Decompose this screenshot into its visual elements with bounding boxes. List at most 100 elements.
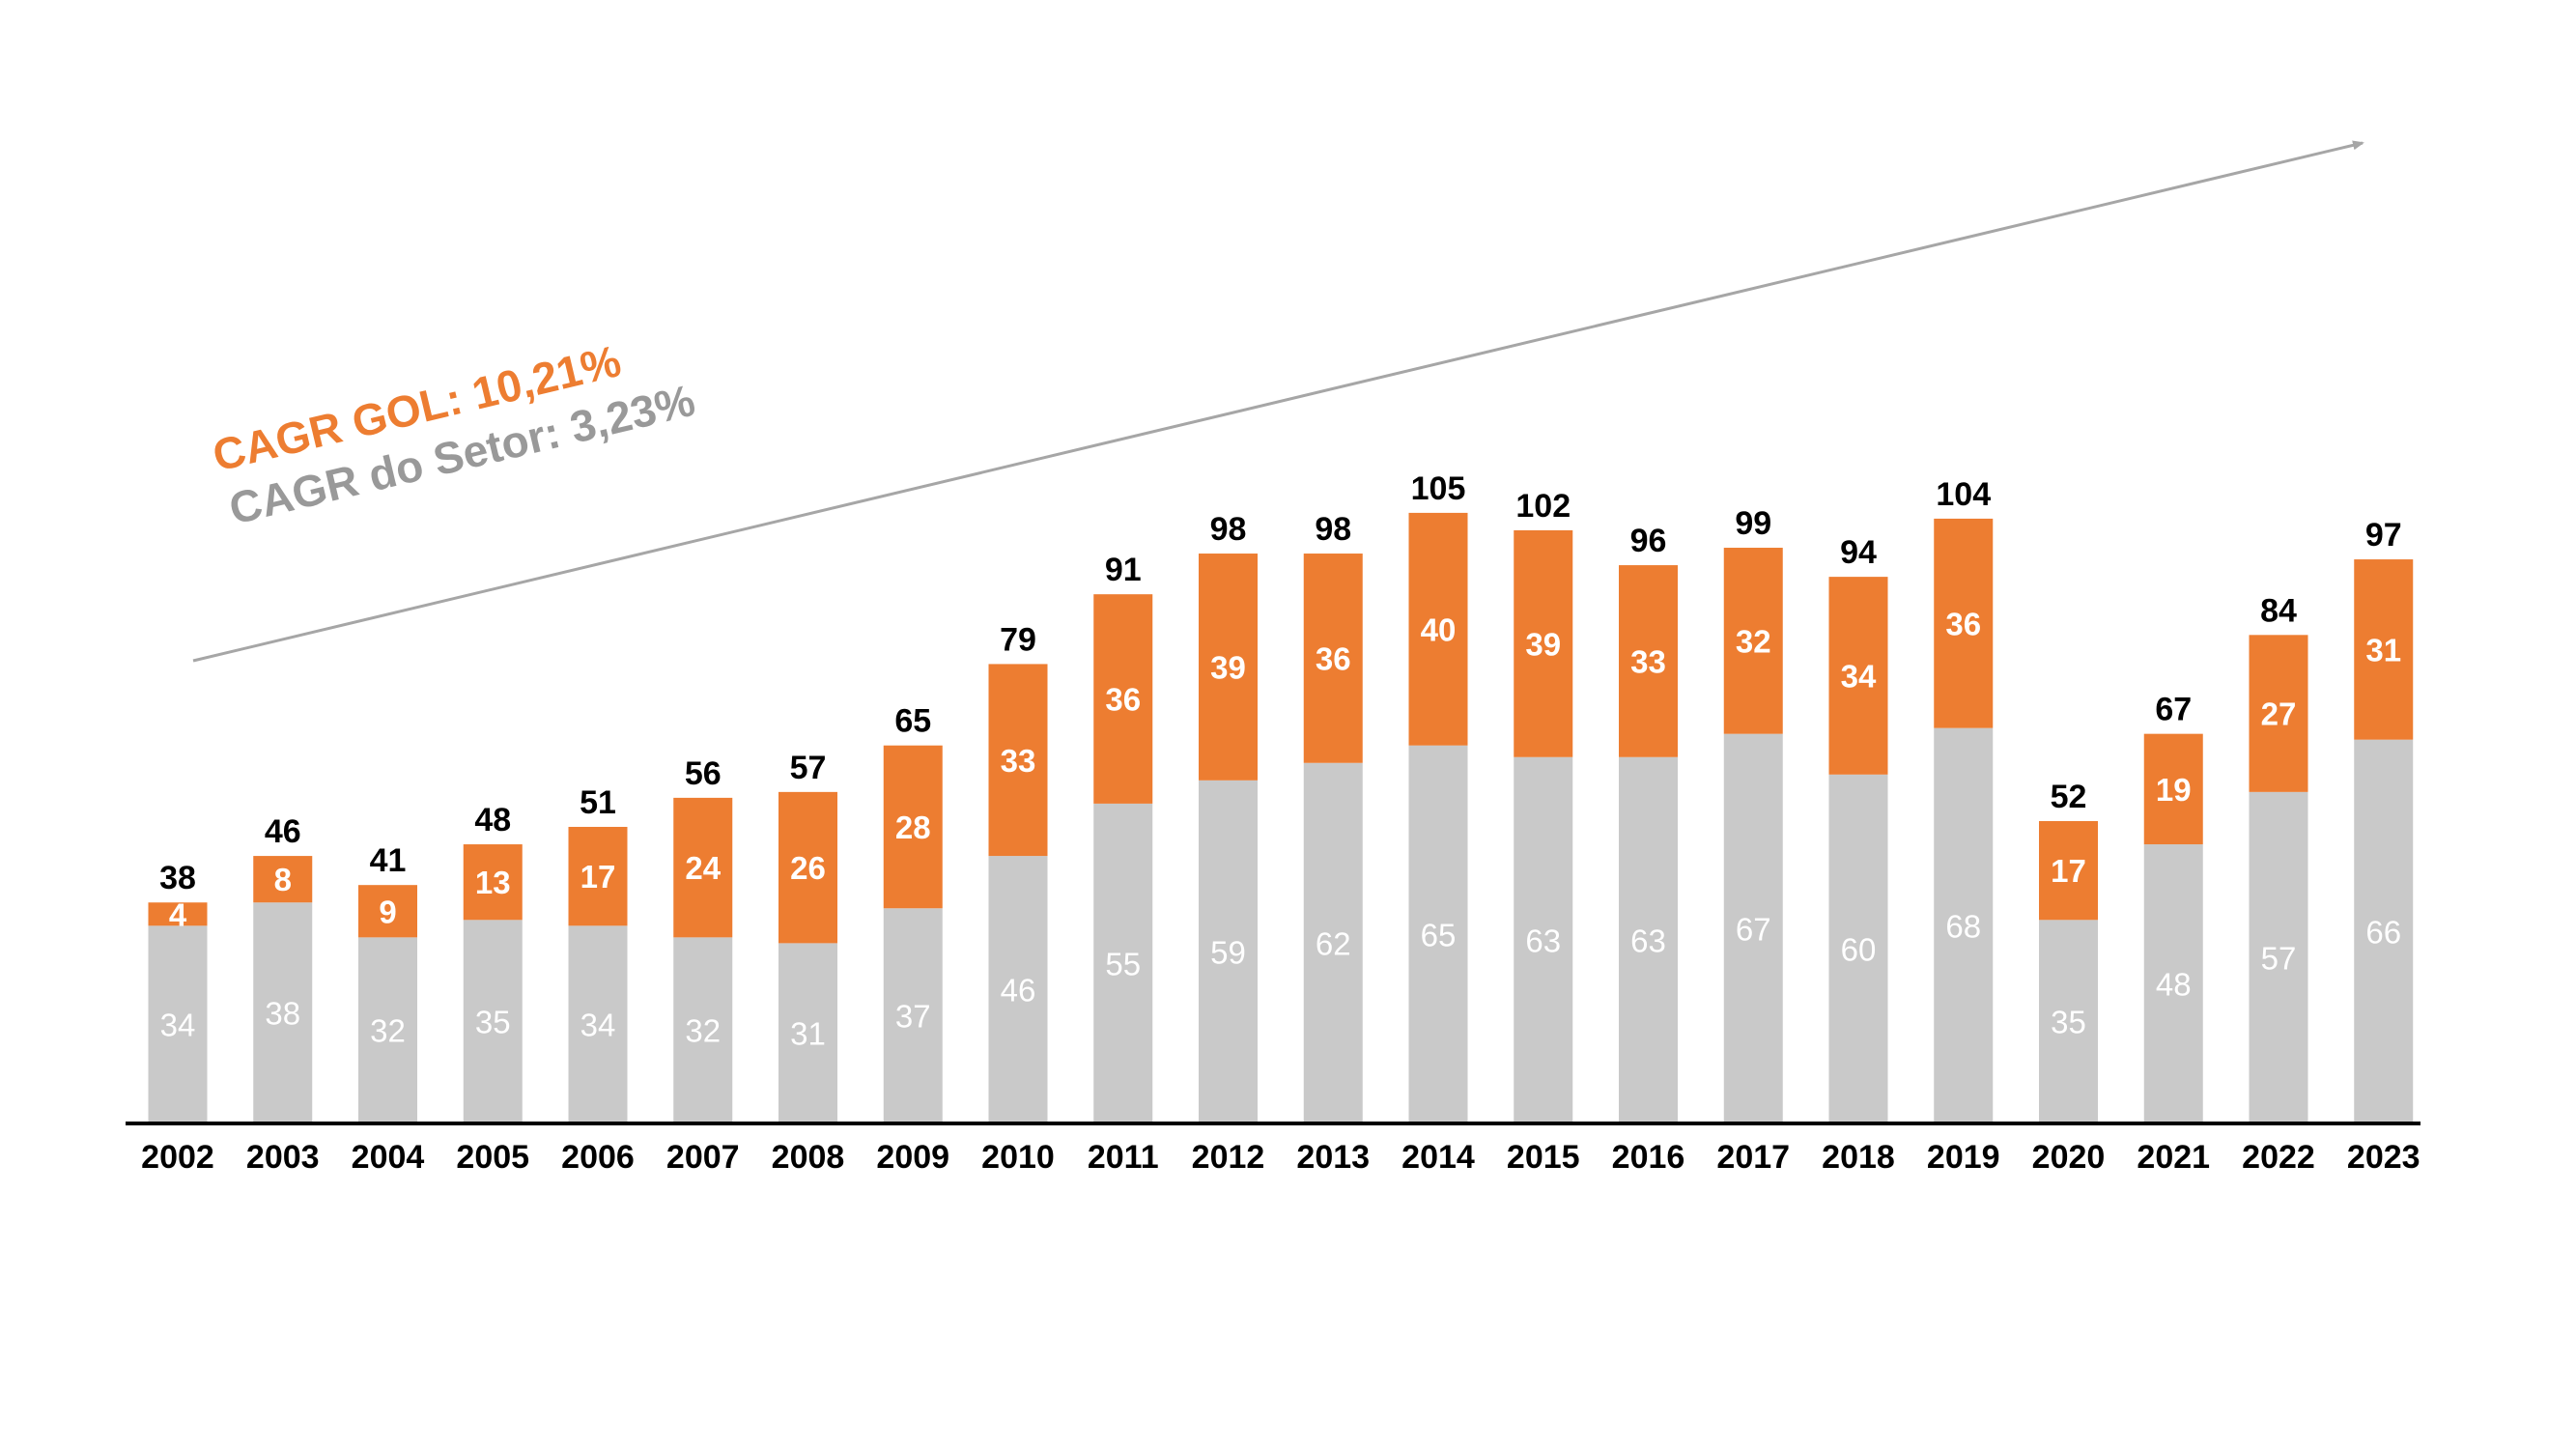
label-sector-2020: 35: [2051, 1005, 2086, 1040]
label-sector-2019: 68: [1945, 908, 1981, 944]
label-gol-2003: 8: [274, 862, 292, 897]
bar-sector-2020: [2039, 920, 2098, 1123]
label-sector-2010: 46: [1001, 973, 1036, 1009]
bar-sector-2006: [568, 925, 628, 1123]
label-sector-2004: 32: [370, 1013, 406, 1049]
label-sector-2007: 32: [685, 1013, 721, 1049]
label-gol-2021: 19: [2156, 772, 2192, 808]
label-sector-2002: 34: [160, 1008, 196, 1043]
label-sector-2009: 37: [895, 999, 931, 1035]
x-tick-2015: 2015: [1507, 1139, 1580, 1176]
bar-gol-2007: [673, 797, 733, 938]
trend-arrow: [192, 140, 2364, 663]
label-total-2018: 94: [1840, 534, 1877, 571]
label-sector-2023: 66: [2365, 914, 2401, 950]
x-tick-2006: 2006: [561, 1139, 635, 1176]
x-tick-2009: 2009: [876, 1139, 949, 1176]
bar-sector-2018: [1828, 774, 1888, 1123]
x-tick-2004: 2004: [352, 1139, 425, 1176]
bar-gol-2005: [463, 844, 523, 921]
label-gol-2010: 33: [1001, 743, 1036, 779]
bar-gol-2023: [2354, 559, 2414, 740]
label-total-2012: 98: [1210, 511, 1247, 548]
bar-gol-2010: [988, 664, 1048, 857]
bar-sector-2019: [1934, 727, 1994, 1123]
x-tick-2007: 2007: [666, 1139, 740, 1176]
x-tick-2010: 2010: [981, 1139, 1055, 1176]
label-sector-2022: 57: [2261, 940, 2297, 976]
label-total-2010: 79: [1000, 621, 1036, 658]
bar-sector-2022: [2249, 791, 2308, 1123]
bar-sector-2013: [1303, 762, 1363, 1123]
label-sector-2013: 62: [1316, 925, 1351, 961]
label-total-2017: 99: [1735, 505, 1771, 542]
x-tick-2022: 2022: [2242, 1139, 2315, 1176]
label-gol-2002: 4: [169, 896, 187, 932]
bar-sector-2017: [1723, 733, 1783, 1123]
label-gol-2006: 17: [580, 859, 616, 895]
bar-sector-2005: [463, 920, 523, 1123]
bar-sector-2012: [1199, 780, 1258, 1123]
label-sector-2006: 34: [580, 1008, 616, 1043]
bar-sector-2015: [1514, 756, 1573, 1123]
x-tick-2005: 2005: [456, 1139, 529, 1176]
bar-sector-2007: [673, 937, 733, 1123]
bar-gol-2003: [253, 856, 313, 903]
label-gol-2022: 27: [2261, 696, 2297, 732]
label-gol-2016: 33: [1630, 643, 1666, 679]
label-sector-2008: 31: [790, 1016, 826, 1052]
bar-gol-2022: [2249, 635, 2308, 792]
bar-gol-2017: [1723, 548, 1783, 734]
label-sector-2005: 35: [475, 1005, 511, 1040]
label-total-2009: 65: [894, 703, 931, 740]
label-gol-2009: 28: [895, 810, 931, 845]
bar-sector-2014: [1408, 745, 1468, 1123]
label-gol-2013: 36: [1316, 640, 1351, 676]
bar-gol-2012: [1199, 554, 1258, 781]
bar-gol-2011: [1093, 594, 1153, 804]
label-sector-2018: 60: [1841, 931, 1877, 967]
bar-gol-2013: [1303, 554, 1363, 763]
bar-sector-2016: [1619, 756, 1678, 1123]
bar-gol-2018: [1828, 577, 1888, 775]
label-gol-2014: 40: [1421, 611, 1457, 647]
bar-sector-2011: [1093, 803, 1153, 1123]
label-total-2002: 38: [159, 860, 196, 896]
x-tick-2020: 2020: [2032, 1139, 2106, 1176]
bar-sector-2008: [778, 943, 837, 1123]
label-total-2005: 48: [474, 802, 511, 838]
label-total-2014: 105: [1411, 470, 1466, 507]
bar-gol-2004: [358, 885, 417, 938]
label-total-2011: 91: [1105, 552, 1142, 588]
label-total-2015: 102: [1515, 488, 1571, 525]
label-gol-2019: 36: [1945, 606, 1981, 641]
x-axis-ticks: 2002 2003 2004 2005 2006 2007 2008 2009 2010 2011…: [141, 1139, 2420, 1176]
label-total-2020: 52: [2051, 779, 2087, 815]
label-total-2007: 56: [685, 755, 722, 792]
label-gol-2023: 31: [2365, 632, 2401, 668]
x-tick-2008: 2008: [772, 1139, 845, 1176]
bar-sector-2004: [358, 937, 417, 1123]
bar-gol-2002: [148, 902, 208, 926]
label-gol-2008: 26: [790, 850, 826, 886]
label-sector-2016: 63: [1630, 923, 1666, 958]
bar-gol-2019: [1934, 518, 1994, 728]
label-gol-2018: 34: [1841, 658, 1877, 694]
x-tick-2013: 2013: [1296, 1139, 1370, 1176]
bar-sector-2003: [253, 902, 313, 1123]
x-tick-2021: 2021: [2137, 1139, 2210, 1176]
x-tick-2016: 2016: [1612, 1139, 1685, 1176]
bar-gol-2014: [1408, 512, 1468, 746]
bar-sector-2009: [883, 908, 943, 1123]
bar-gol-2015: [1514, 529, 1573, 757]
label-total-2016: 96: [1630, 523, 1667, 559]
label-sector-2015: 63: [1525, 923, 1561, 958]
label-gol-2004: 9: [379, 894, 396, 929]
label-total-2003: 46: [265, 813, 301, 850]
bar-sector-2023: [2354, 739, 2414, 1123]
label-sector-2014: 65: [1421, 917, 1457, 952]
label-total-2023: 97: [2365, 517, 2402, 554]
bar-gol-2006: [568, 826, 628, 926]
label-total-2022: 84: [2260, 592, 2297, 629]
